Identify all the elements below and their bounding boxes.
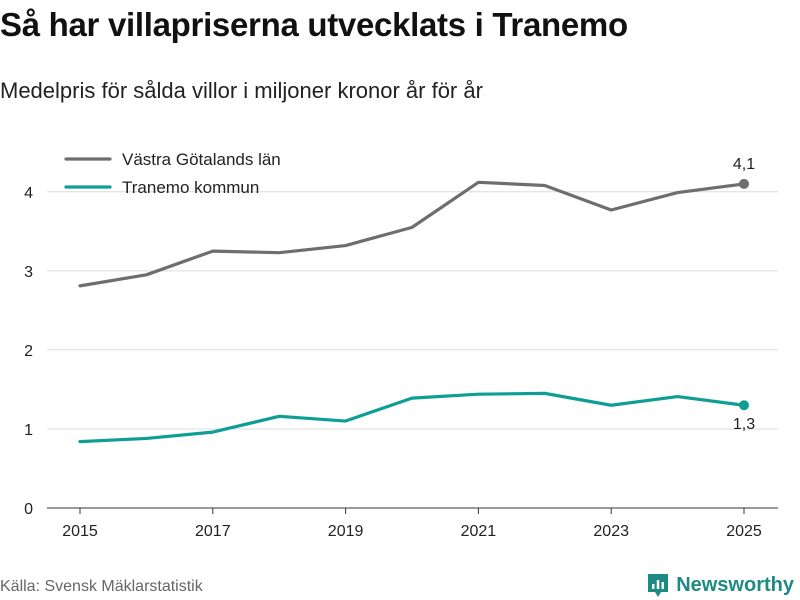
- brand-logo: Newsworthy: [646, 570, 794, 600]
- chart-subtitle: Medelpris för sålda villor i miljoner kr…: [0, 78, 483, 103]
- y-tick-label: 4: [24, 185, 33, 202]
- x-tick-label: 2017: [195, 523, 231, 540]
- x-tick-label: 2021: [461, 523, 497, 540]
- series-line-1: [78, 391, 746, 444]
- series-lines: 4,1 1,3: [78, 156, 755, 444]
- x-tick-label: 2015: [62, 523, 98, 540]
- x-tick-label: 2023: [593, 523, 629, 540]
- gridlines: [47, 191, 778, 430]
- series-end-point: [739, 178, 749, 189]
- series-end-label: 4,1: [733, 156, 755, 173]
- x-tick-label: 2025: [726, 523, 762, 540]
- legend-label: Tranemo kommun: [122, 178, 259, 197]
- chart-title: Så har villapriserna utvecklats i Tranem…: [0, 6, 628, 43]
- x-tick-label: 2019: [328, 523, 364, 540]
- legend-label: Västra Götalands län: [122, 150, 281, 169]
- newsworthy-logo-icon: [648, 574, 669, 597]
- y-tick-label: 0: [24, 501, 33, 518]
- source-note: Källa: Svensk Mäklarstatistik: [0, 578, 203, 595]
- y-tick-label: 2: [24, 343, 33, 360]
- brand-name: Newsworthy: [676, 573, 794, 596]
- axes: 0 1 2 3 4 2015 2017 2019 2021 2023 2025: [24, 185, 778, 540]
- y-tick-label: 1: [24, 422, 33, 439]
- y-tick-label: 3: [24, 264, 33, 281]
- series-line-0: [78, 180, 746, 288]
- series-end-label: 1,3: [733, 416, 755, 433]
- legend: Västra Götalands län Tranemo kommun: [64, 150, 281, 197]
- series-end-point: [739, 400, 749, 411]
